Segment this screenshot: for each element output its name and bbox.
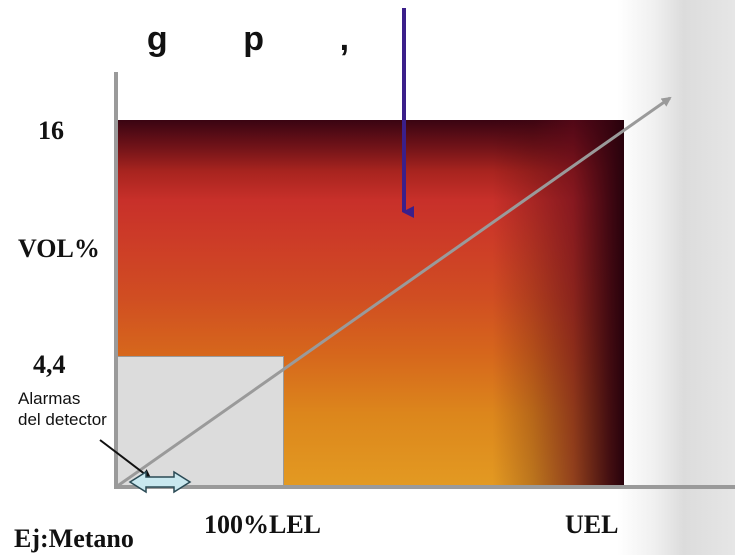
y-tick-16: 16 xyxy=(38,116,64,145)
y-tick-4-4: 4,4 xyxy=(33,350,66,379)
y-axis-title: VOL% xyxy=(18,234,100,263)
alarm-callout-arrow xyxy=(99,439,152,480)
alarm-label-line2: del detector xyxy=(18,410,107,430)
x-tick-uel: UEL xyxy=(565,510,619,539)
title-fragment: g p , xyxy=(146,20,350,58)
alarm-label-line1: Alarmas xyxy=(18,389,81,408)
alarm-label: Alarmas del detector xyxy=(18,388,107,431)
alarm-range-double-arrow xyxy=(128,470,192,494)
example-label: Ej:Metano xyxy=(14,524,134,553)
diagonal-arrow xyxy=(115,96,672,489)
x-tick-lel: 100%LEL xyxy=(204,510,322,539)
